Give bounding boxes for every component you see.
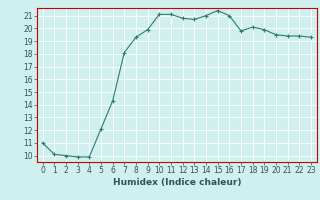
X-axis label: Humidex (Indice chaleur): Humidex (Indice chaleur) [113, 178, 241, 187]
